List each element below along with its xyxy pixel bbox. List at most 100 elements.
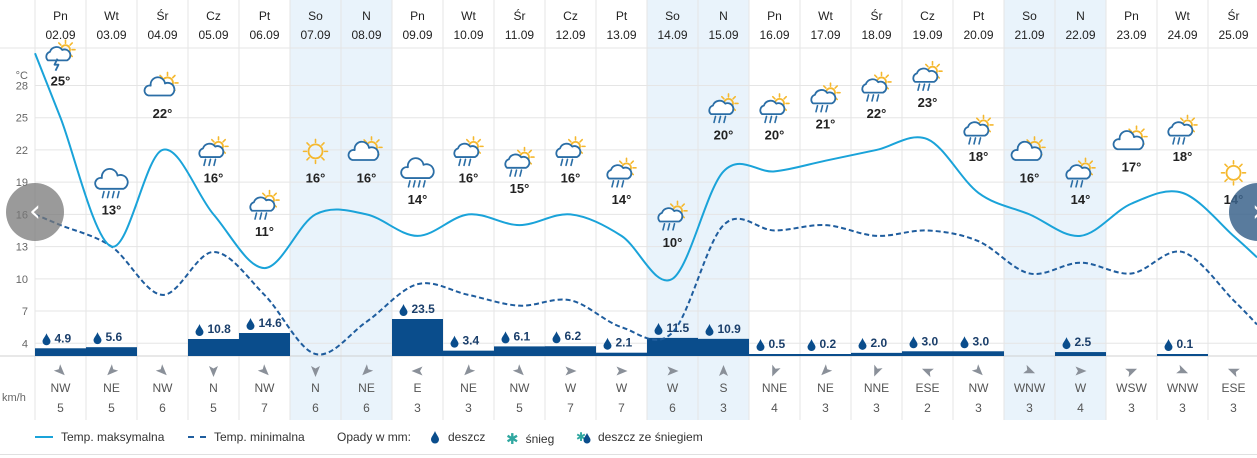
wind-speed: 3	[1128, 401, 1135, 415]
wind-speed: 3	[720, 401, 727, 415]
sun-cloud-rain-icon	[912, 60, 943, 91]
sun-cloud-rain-icon	[555, 136, 586, 167]
rain-bar	[953, 351, 1004, 356]
day-label: Pn	[1124, 9, 1139, 23]
legend-precip-title-label: Opady w mm:	[337, 430, 412, 444]
date-label: 20.09	[963, 28, 993, 42]
sun-cloud-rain-icon	[759, 93, 790, 124]
tmax-value: 16°	[459, 170, 479, 185]
wind-arrow-icon	[1125, 368, 1138, 378]
rain-value: 10.8	[208, 322, 232, 336]
date-label: 19.09	[912, 28, 942, 42]
wind-speed: 4	[771, 401, 778, 415]
rain-bar	[1055, 352, 1106, 356]
legend-rain-label: deszcz	[448, 430, 486, 444]
wind-direction: S	[719, 381, 727, 395]
wind-arrow-icon	[1023, 364, 1036, 374]
day-label: Wt	[1175, 9, 1190, 23]
legend-tmax-line	[35, 436, 53, 438]
rain-bar	[902, 351, 953, 356]
rain-bar	[1157, 354, 1208, 356]
sun-icon	[1220, 160, 1247, 186]
legend-snow-label: śnieg	[525, 432, 555, 446]
tmax-value: 16°	[204, 170, 224, 185]
wind-direction: N	[209, 381, 218, 395]
prev-button[interactable]: ‹	[6, 183, 64, 241]
date-label: 04.09	[147, 28, 177, 42]
wind-direction: NNE	[762, 381, 787, 395]
forecast-chart: 2825221916131074°Ckm/hPn02.09Wt03.09Śr04…	[0, 0, 1257, 420]
date-label: 07.09	[300, 28, 330, 42]
wind-arrow-icon	[565, 366, 577, 376]
rain-value: 23.5	[412, 302, 436, 316]
date-label: 22.09	[1065, 28, 1095, 42]
tmax-value: 22°	[867, 106, 887, 121]
tmax-value: 14°	[612, 192, 632, 207]
wind-speed: 3	[975, 401, 982, 415]
sun-cloud-rain-icon	[198, 136, 229, 167]
rain-bar	[851, 352, 902, 356]
tmin-line	[34, 213, 1257, 356]
legend-rain: deszcz	[430, 430, 485, 444]
rain-bar	[35, 348, 86, 356]
rain-value: 4.9	[55, 331, 72, 345]
tmax-value: 15°	[510, 181, 530, 196]
wind-speed: 3	[1026, 401, 1033, 415]
day-label: Pt	[973, 9, 985, 23]
legend-tmax: Temp. maksymalna	[35, 430, 164, 444]
wind-direction: NW	[255, 381, 276, 395]
wind-arrow-icon	[719, 365, 728, 376]
day-label: Cz	[206, 9, 221, 23]
rain-bar	[647, 337, 698, 356]
weekend-column	[1004, 0, 1055, 420]
raindrop-icon	[431, 430, 439, 443]
wind-arrow-icon	[257, 364, 269, 376]
tmax-value: 17°	[1122, 160, 1142, 175]
sun-cloud-rain-icon	[504, 146, 535, 177]
heavy-rain-icon	[94, 168, 129, 199]
rain-label: 2.5	[1062, 335, 1092, 350]
rain-value: 0.1	[1177, 337, 1194, 351]
rain-bar	[239, 333, 290, 356]
rain-label: 2.0	[858, 336, 888, 350]
tmax-value: 18°	[969, 149, 989, 164]
legend-tmin-label: Temp. minimalna	[214, 430, 305, 444]
rain-label: 0.2	[807, 337, 837, 351]
chevron-left-icon: ‹	[29, 194, 41, 229]
y-tick-label: 7	[22, 306, 28, 318]
raindrop-icon	[93, 332, 102, 345]
wind-arrow-icon	[971, 364, 983, 376]
day-label: Śr	[1228, 8, 1240, 23]
rain-value: 3.4	[463, 334, 480, 348]
wind-arrow-icon	[107, 364, 119, 376]
rain-label: 3.0	[960, 334, 990, 349]
date-label: 14.09	[657, 28, 687, 42]
wind-arrow-icon	[209, 366, 218, 377]
wind-speed: 3	[414, 401, 421, 415]
date-label: 15.09	[708, 28, 738, 42]
wind-direction: NNE	[864, 381, 889, 395]
sun-cloud-rain-icon	[810, 82, 841, 113]
wind-speed: 5	[516, 401, 523, 415]
date-label: 12.09	[555, 28, 585, 42]
wind-speed: 6	[363, 401, 370, 415]
y-tick-label: 22	[16, 145, 28, 157]
raindrop-icon	[960, 336, 969, 349]
wind-direction: W	[667, 381, 679, 395]
rain-label: 11.5	[654, 321, 690, 335]
wind-speed: 5	[108, 401, 115, 415]
rain-bar	[443, 350, 494, 356]
wind-arrow-icon	[155, 364, 167, 376]
partly-cloudy-icon	[1010, 136, 1046, 161]
rain-value: 3.0	[922, 334, 939, 348]
day-label: Pn	[410, 9, 425, 23]
heavy-rain-icon	[400, 157, 435, 188]
day-label: Pt	[616, 9, 628, 23]
tmax-value: 20°	[714, 127, 734, 142]
wind-arrow-icon	[311, 366, 320, 377]
tmax-value: 21°	[816, 117, 836, 132]
date-label: 08.09	[351, 28, 381, 42]
wind-speed: 2	[924, 401, 931, 415]
partly-cloudy-icon	[143, 71, 179, 97]
wind-arrow-icon	[1075, 366, 1087, 376]
